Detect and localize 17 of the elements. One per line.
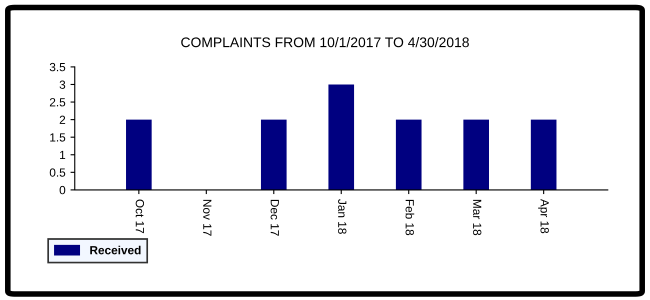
y-tick-label: 1	[60, 150, 66, 160]
x-tick-label: Mar 18	[473, 200, 482, 236]
x-tick-label: Jan 18	[338, 199, 346, 234]
chart-title: COMPLAINTS FROM 10/1/2017 TO 4/30/2018	[181, 37, 469, 48]
y-tick-label: 2.5	[50, 98, 66, 106]
x-tick-label: Apr 18	[538, 198, 549, 234]
y-tick-label: 3	[60, 80, 66, 89]
y-tick-label: 2	[60, 116, 66, 124]
y-tick-label: 0.5	[50, 168, 66, 177]
y-tick-label: 1.5	[50, 133, 66, 142]
x-tick-label: Feb 18	[406, 200, 414, 236]
y-tick-label: 0	[60, 186, 66, 194]
x-tick-label: Oct 17	[136, 199, 144, 234]
y-tick-label: 3.5	[50, 62, 66, 72]
x-tick-label: Nov 17	[203, 200, 212, 236]
x-tick-label: Dec 17	[270, 200, 279, 236]
legend-label: Received	[90, 246, 141, 254]
